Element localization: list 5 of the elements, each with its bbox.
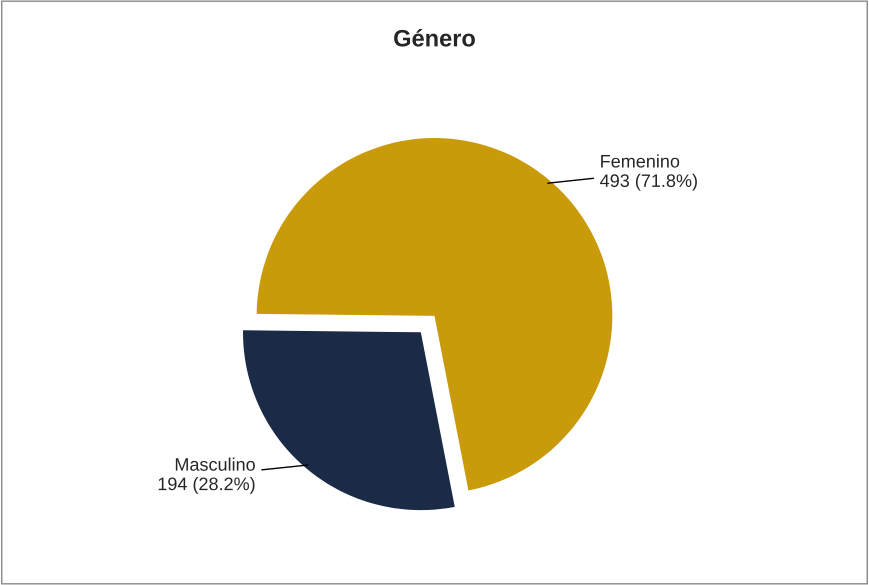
data-label: 194 (28.2%) [158, 477, 255, 494]
chart-title: Género [394, 29, 475, 47]
slice-label: Femenino [601, 154, 680, 168]
slice-label: Masculino [176, 458, 255, 471]
data-label: 493 (71.8%) [600, 174, 697, 191]
